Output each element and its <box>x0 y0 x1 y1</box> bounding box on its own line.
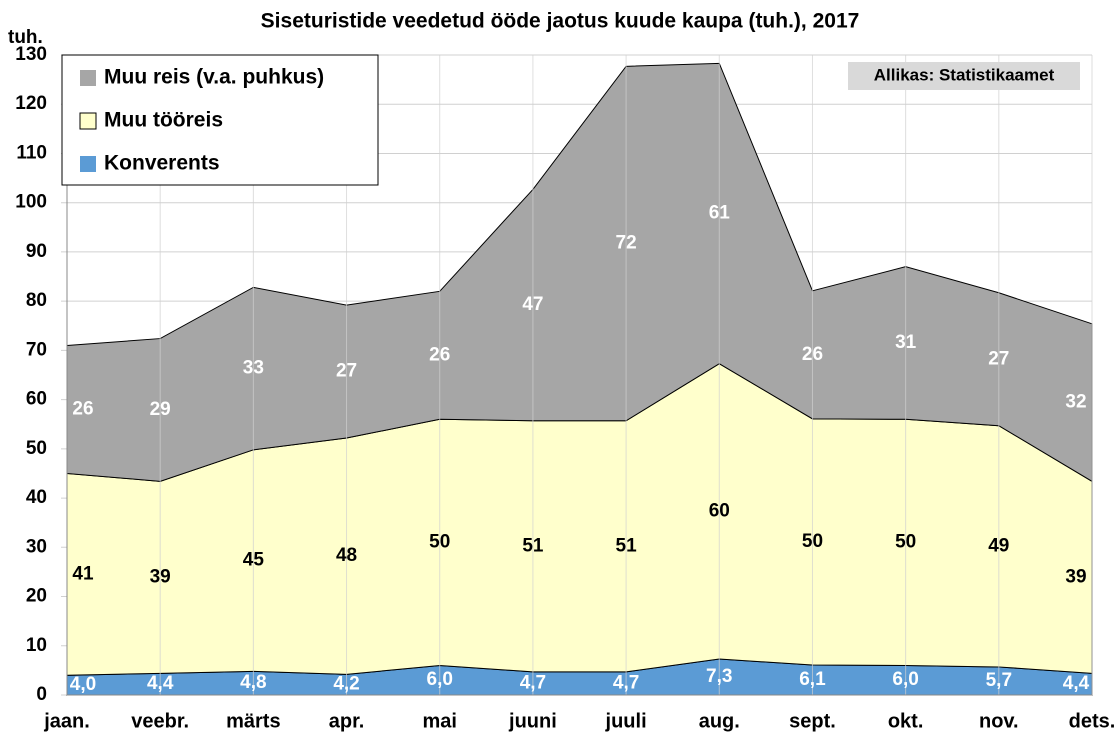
x-tick-label: aug. <box>699 710 740 732</box>
data-label: 39 <box>150 566 171 587</box>
legend-swatch <box>79 112 97 130</box>
data-label: 33 <box>243 358 264 379</box>
y-tick-label: 40 <box>26 487 47 508</box>
x-tick-label: okt. <box>888 710 924 732</box>
data-label: 4,7 <box>520 672 546 693</box>
data-label: 4,4 <box>147 673 174 694</box>
legend-label: Muu tööreis <box>104 109 223 132</box>
data-label: 49 <box>988 535 1009 556</box>
source: Allikas: Statistikaamet <box>874 65 1055 84</box>
x-tick-label: jaan. <box>43 710 90 732</box>
y-tick-label: 110 <box>16 142 47 163</box>
y-axis-label: tuh. <box>8 27 43 48</box>
x-tick-label: mai <box>422 710 456 732</box>
y-tick-label: 10 <box>26 635 47 656</box>
data-label: 4,2 <box>333 674 359 695</box>
data-label: 39 <box>1065 566 1086 587</box>
data-label: 6,0 <box>427 669 453 690</box>
x-tick-label: apr. <box>329 710 365 732</box>
data-label: 50 <box>429 531 450 552</box>
legend-swatch <box>80 70 96 86</box>
chart-title: Siseturistide veedetud ööde jaotus kuude… <box>261 10 860 33</box>
data-label: 4,0 <box>70 674 96 695</box>
x-tick-label: nov. <box>979 710 1019 732</box>
y-tick-label: 80 <box>26 290 47 311</box>
data-label: 45 <box>243 550 265 571</box>
data-label: 51 <box>616 535 638 556</box>
x-tick-label: märts <box>226 710 280 732</box>
data-label: 51 <box>522 535 544 556</box>
y-tick-label: 50 <box>26 438 47 459</box>
data-label: 4,4 <box>1063 673 1090 694</box>
data-label: 60 <box>709 500 730 521</box>
y-tick-label: 90 <box>26 241 47 262</box>
y-tick-label: 20 <box>26 586 47 607</box>
x-tick-label: juuli <box>605 710 647 732</box>
y-tick-label: 60 <box>26 389 47 410</box>
x-tick-label: juuni <box>508 710 557 732</box>
legend-box <box>61 54 379 186</box>
data-label: 47 <box>522 294 543 315</box>
y-tick-label: 120 <box>15 93 47 114</box>
data-label: 7,3 <box>706 666 732 687</box>
legend-label: Konverents <box>104 152 220 175</box>
data-label: 4,8 <box>240 672 266 693</box>
data-label: 4,7 <box>613 672 639 693</box>
data-label: 32 <box>1065 392 1086 413</box>
data-label: 41 <box>72 563 94 584</box>
x-tick-label: veebr. <box>131 710 189 732</box>
data-label: 27 <box>336 361 357 382</box>
data-label: 50 <box>895 531 916 552</box>
data-label: 72 <box>616 233 637 254</box>
y-tick-label: 130 <box>15 44 47 65</box>
data-label: 5,7 <box>986 670 1012 691</box>
x-tick-label: sept. <box>789 710 836 732</box>
y-tick-label: 30 <box>26 536 47 557</box>
x-tick-label: dets. <box>1069 710 1116 732</box>
data-label: 48 <box>336 545 357 566</box>
data-label: 50 <box>802 531 823 552</box>
areas <box>66 62 1093 696</box>
data-label: 26 <box>429 344 450 365</box>
y-tick-label: 100 <box>15 192 47 213</box>
data-label: 26 <box>802 344 823 365</box>
legend-swatch <box>80 156 96 172</box>
data-label: 31 <box>895 332 917 353</box>
source-box <box>848 62 1080 90</box>
data-label: 61 <box>709 203 731 224</box>
data-label: 26 <box>72 398 93 419</box>
data-label: 6,1 <box>799 669 826 690</box>
data-label: 6,0 <box>892 669 918 690</box>
legend-label: Muu reis (v.a. puhkus) <box>104 66 324 89</box>
data-label: 27 <box>988 348 1009 369</box>
data-label: 29 <box>150 399 171 420</box>
y-tick-label: 70 <box>26 339 47 360</box>
y-tick-label: 0 <box>36 684 47 705</box>
